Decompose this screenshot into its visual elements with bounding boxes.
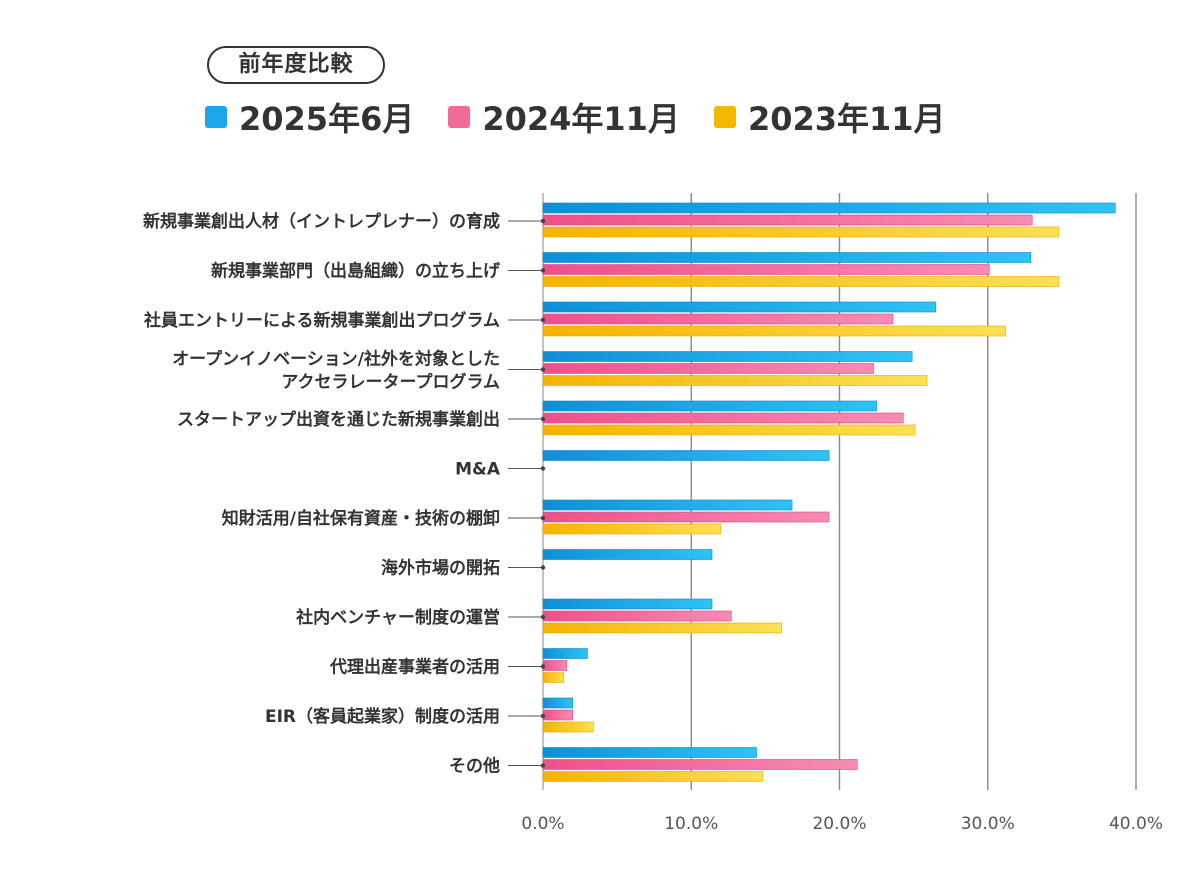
- category-dot: [540, 614, 546, 620]
- bar-2023年11月-10: [542, 721, 594, 733]
- bar-2024年11月-10: [542, 709, 573, 721]
- x-tick-label: 10.0%: [664, 814, 718, 834]
- category-label: 社員エントリーによる新規事業創出プログラム: [143, 310, 500, 331]
- legend-label-2025-6: 2025年6月: [239, 100, 415, 138]
- category-dot: [540, 763, 546, 768]
- legend-label-2024-11: 2024年11月: [482, 100, 680, 138]
- bar-2024年11月-11: [542, 759, 858, 770]
- x-tick-label: 0.0%: [521, 814, 564, 834]
- category-dot: [540, 713, 546, 719]
- bar-2024年11月-1: [542, 264, 990, 275]
- bar-2024年11月-8: [542, 610, 732, 622]
- category-dot: [540, 317, 546, 323]
- bar-2024年11月-2: [542, 313, 894, 325]
- bar-2025年6月-7: [542, 549, 713, 560]
- bar-2025年6月-4: [542, 400, 877, 412]
- category-dot: [540, 268, 546, 273]
- bar-2023年11月-11: [542, 771, 763, 782]
- bar-2025年6月-10: [542, 697, 573, 709]
- category-dot: [540, 565, 546, 570]
- bar-2025年6月-1: [542, 252, 1032, 263]
- bar-2023年11月-2: [542, 325, 1006, 337]
- category-label: オープンイノベーション/社外を対象としたアクセラレータープログラム: [172, 349, 500, 393]
- category-dot: [540, 515, 546, 521]
- bar-2024年11月-6: [542, 511, 830, 523]
- category-label: 代理出産事業者の活用: [329, 657, 500, 678]
- category-label: 新規事業部門（出島組織）の立ち上げ: [211, 261, 501, 282]
- x-tick-label: 30.0%: [961, 814, 1015, 834]
- category-dot: [540, 218, 546, 224]
- bar-2023年11月-1: [542, 276, 1060, 287]
- bar-2023年11月-3: [542, 375, 928, 386]
- legend-swatch-2023-11: [713, 106, 736, 128]
- category-dot: [540, 367, 546, 372]
- bar-2025年6月-6: [542, 499, 793, 511]
- bar-2024年11月-3: [542, 363, 874, 374]
- bar-2024年11月-4: [542, 412, 904, 424]
- bar-2024年11月-9: [542, 660, 568, 671]
- legend-swatch-2024-11: [448, 106, 471, 128]
- legend-swatch-2025-6: [205, 106, 227, 128]
- bar-2023年11月-4: [542, 424, 916, 436]
- bar-2025年6月-0: [542, 202, 1116, 214]
- bar-2025年6月-11: [542, 747, 757, 758]
- legend-item-2023-11: 2023年11月: [713, 94, 946, 140]
- bar-2023年11月-0: [542, 226, 1060, 238]
- category-label: 海外市場の開拓: [381, 558, 500, 579]
- bar-2025年6月-3: [542, 351, 913, 362]
- category-label: 社内ベンチャー制度の運営: [295, 607, 500, 628]
- bar-2023年11月-8: [542, 622, 782, 634]
- category-label: 新規事業創出人材（イントレプレナー）の育成: [143, 211, 500, 232]
- category-dot: [540, 416, 546, 422]
- category-label: EIR（客員起業家）制度の活用: [265, 706, 500, 727]
- bar-2024年11月-0: [542, 214, 1033, 226]
- legend-item-2025-6: 2025年6月: [205, 94, 414, 140]
- legend-item-2024-11: 2024年11月: [448, 94, 680, 140]
- bar-2025年6月-8: [542, 598, 713, 610]
- category-dot: [540, 664, 546, 669]
- legend-label-2023-11: 2023年11月: [747, 100, 946, 138]
- bar-2025年6月-2: [542, 301, 937, 313]
- category-label: スタートアップ出資を通じた新規事業創出: [177, 409, 500, 430]
- bar-2023年11月-6: [542, 523, 722, 535]
- x-tick-label: 20.0%: [812, 814, 866, 834]
- x-tick-label: 40.0%: [1109, 814, 1163, 834]
- comparison-badge: 前年度比較: [207, 46, 385, 84]
- category-label: M&A: [455, 460, 501, 480]
- category-dot: [540, 466, 546, 471]
- category-label: 知財活用/自社保有資産・技術の棚卸: [221, 508, 500, 529]
- bar-2025年6月-5: [542, 450, 830, 461]
- category-label: その他: [449, 756, 500, 777]
- chart-legend: 2025年6月 2024年11月 2023年11月: [205, 94, 980, 140]
- bar-2023年11月-9: [542, 672, 565, 683]
- bar-2025年6月-9: [542, 648, 588, 659]
